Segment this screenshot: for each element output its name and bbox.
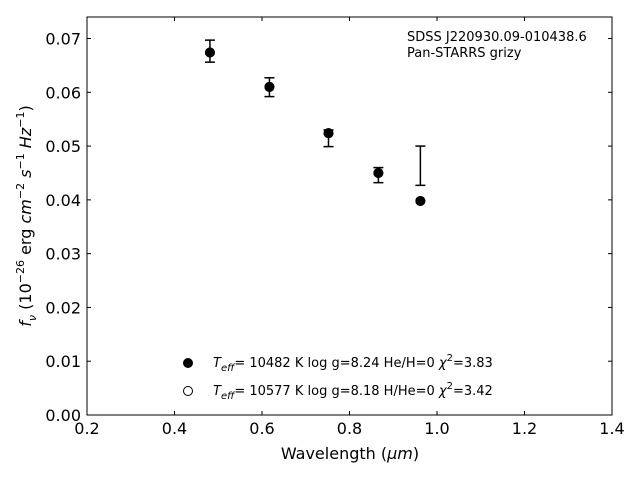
legend-2-teff: T [213,384,222,399]
model-point-filled-top [204,47,215,58]
legend-entry-1: Teff= 10482 K log g=8.24 He/H=0 χ2=3.83 [213,353,493,374]
x-tick-label: 0.8 [337,419,362,438]
legend-marker-filled [183,358,193,368]
model-point-filled-top [323,128,334,139]
x-tick-label: 0.6 [249,419,274,438]
x-ticks: 0.2 0.4 0.6 0.8 1.0 1.2 1.4 [74,17,625,438]
y-label-cm: cm [16,199,35,223]
model-point-filled-top [264,81,275,92]
annotation-object-name: SDSS J220930.09-010438.6 [407,30,587,45]
y-tick-label: 0.05 [45,137,81,156]
legend-2-text: = 10577 K log g=8.18 H/He=0 [234,384,439,399]
legend: Teff= 10482 K log g=8.24 He/H=0 χ2=3.83 … [183,353,493,402]
y-label-exp2: −2 [14,183,27,199]
y-tick-label: 0.02 [45,298,81,317]
x-axis-label: Wavelength (μm) [281,444,419,463]
x-tick-label: 1.4 [599,419,624,438]
legend-1-teff-sub: eff [221,363,236,374]
annotation-survey: Pan-STARRS grizy [407,46,522,61]
x-tick-label: 1.0 [424,419,449,438]
y-label-nu: ν [26,315,39,321]
y-label-text1: (10 [16,283,35,315]
y-label-exp3: −1 [14,153,27,169]
legend-2-chi-exp: 2 [447,381,453,392]
plot-area [204,39,426,206]
legend-2-chi-val: =3.42 [453,384,493,399]
x-axis-label-unit: μm [386,444,413,463]
y-label-hz: Hz [16,127,35,153]
legend-1-chi-exp: 2 [447,353,453,364]
y-tick-label: 0.03 [45,245,81,264]
y-tick-label: 0.04 [45,191,81,210]
y-label-exp1: −26 [14,260,27,283]
legend-entry-2: Teff= 10577 K log g=8.18 H/He=0 χ2=3.42 [213,381,493,402]
x-axis-label-prefix: Wavelength ( [281,444,387,463]
y-label-f: f [16,319,35,327]
y-label-exp4: −1 [14,112,27,128]
model-point-filled-top [415,195,426,206]
y-tick-label: 0.07 [45,30,81,49]
model-point-filled-top [373,167,384,178]
y-ticks: 0.00 0.01 0.02 0.03 0.04 0.05 0.06 0.07 [45,30,612,425]
legend-1-text: = 10482 K log g=8.24 He/H=0 [234,356,439,371]
y-label-close: ) [16,105,35,111]
legend-1-teff: T [213,356,222,371]
y-label-text2: erg [16,224,35,260]
x-tick-label: 0.2 [74,419,99,438]
x-axis-label-suffix: ) [413,444,419,463]
legend-2-teff-sub: eff [221,391,236,402]
y-axis-label: fν (10−26 erg cm−2 s−1 Hz−1) [14,105,39,326]
x-tick-label: 0.4 [162,419,187,438]
legend-2-chi: χ [438,384,448,399]
x-tick-label: 1.2 [512,419,537,438]
legend-marker-open [183,386,193,396]
legend-1-chi-val: =3.83 [453,356,493,371]
y-tick-label: 0.06 [45,83,81,102]
y-label-s: s [16,170,35,183]
y-tick-label: 0.01 [45,352,81,371]
y-tick-label: 0.00 [45,406,81,425]
legend-1-chi: χ [438,356,448,371]
